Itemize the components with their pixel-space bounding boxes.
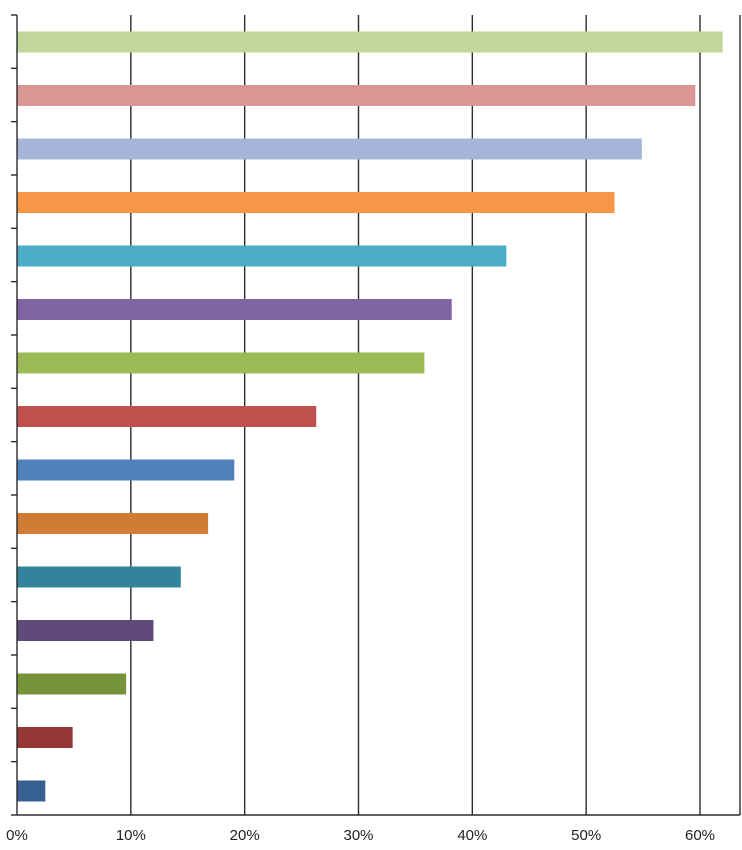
bar-5 bbox=[17, 245, 507, 267]
bar-8 bbox=[17, 406, 317, 427]
x-tick-label-50: 50% bbox=[571, 827, 601, 844]
x-tick-label-60: 60% bbox=[685, 827, 715, 844]
bar-4 bbox=[17, 192, 615, 213]
label-layer: 0% 10% 20% 30% 40% 50% 60% bbox=[6, 827, 715, 844]
bar-layer bbox=[17, 31, 723, 802]
bar-9 bbox=[17, 459, 235, 481]
bar-11 bbox=[17, 566, 181, 588]
bar-6 bbox=[17, 299, 452, 320]
x-tick-label-0: 0% bbox=[6, 827, 28, 844]
bar-7 bbox=[17, 352, 425, 374]
x-tick-label-10: 10% bbox=[116, 827, 146, 844]
axis-layer bbox=[11, 14, 740, 816]
bar-14 bbox=[17, 727, 73, 748]
bar-1 bbox=[17, 31, 723, 53]
x-tick-label-30: 30% bbox=[343, 827, 373, 844]
bar-15 bbox=[17, 780, 46, 802]
bar-12 bbox=[17, 620, 154, 641]
bar-3 bbox=[17, 138, 642, 160]
bar-13 bbox=[17, 673, 127, 695]
bar-2 bbox=[17, 85, 696, 106]
x-tick-label-40: 40% bbox=[457, 827, 487, 844]
bar-10 bbox=[17, 513, 209, 534]
x-tick-label-20: 20% bbox=[230, 827, 260, 844]
